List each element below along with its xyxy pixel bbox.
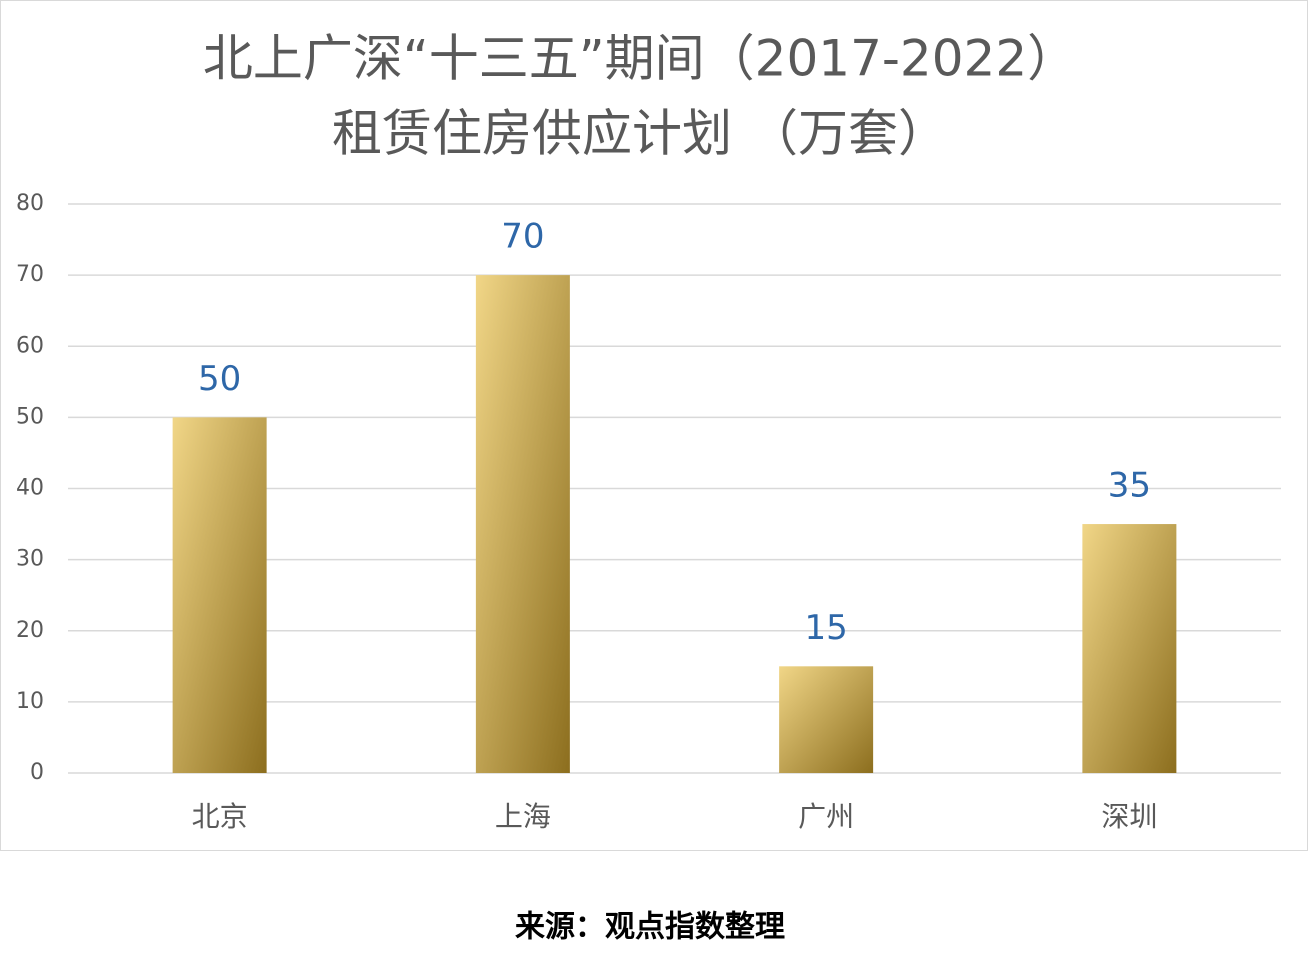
- y-tick-label: 10: [16, 689, 44, 714]
- value-label: 15: [804, 608, 847, 648]
- source-note: 来源：观点指数整理: [515, 910, 785, 945]
- chart-title: 北上广深“十三五”期间（2017-2022）: [203, 30, 1077, 88]
- y-tick-label: 0: [30, 760, 44, 785]
- y-tick-label: 40: [16, 476, 44, 501]
- bar: [1082, 524, 1177, 773]
- y-tick-label: 70: [16, 262, 44, 287]
- value-label: 35: [1108, 466, 1151, 506]
- y-tick-label: 60: [16, 333, 44, 358]
- value-label: 70: [501, 217, 544, 257]
- x-tick-label: 广州: [798, 800, 854, 833]
- value-label: 50: [198, 359, 241, 399]
- x-tick-label: 深圳: [1101, 800, 1157, 833]
- bar: [475, 275, 570, 773]
- y-tick-label: 20: [16, 618, 44, 643]
- chart-title: 租赁住房供应计划 （万套）: [332, 105, 948, 163]
- bar: [779, 666, 874, 773]
- y-tick-label: 50: [16, 404, 44, 429]
- x-tick-label: 上海: [495, 800, 551, 833]
- x-tick-label: 北京: [192, 800, 248, 833]
- bar: [172, 417, 267, 773]
- y-tick-label: 30: [16, 547, 44, 572]
- y-tick-label: 80: [16, 191, 44, 216]
